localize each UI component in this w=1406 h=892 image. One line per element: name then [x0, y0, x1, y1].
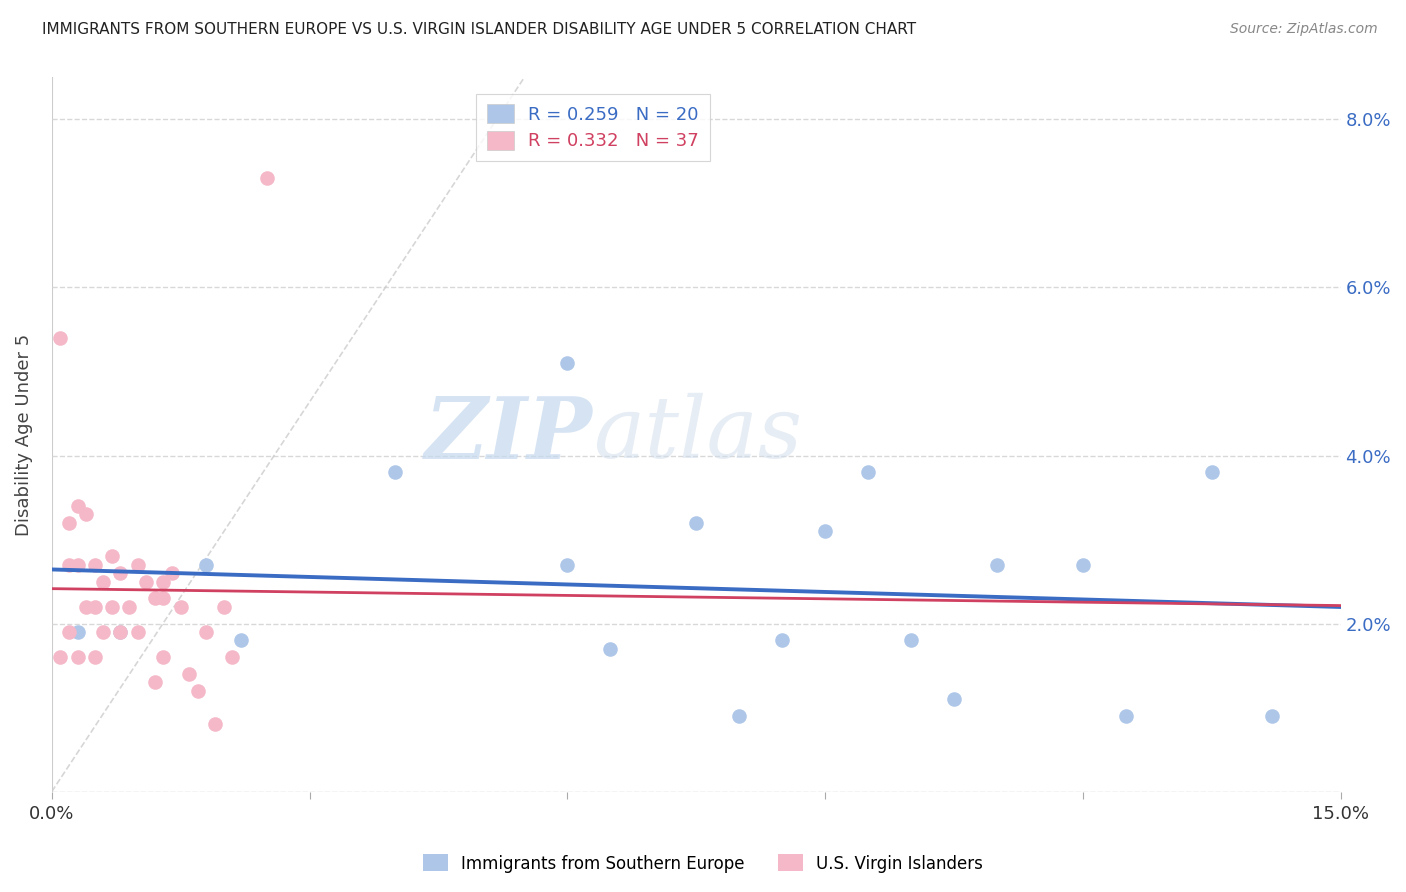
- Point: [685, 516, 707, 530]
- Point: [986, 558, 1008, 572]
- Point: [256, 171, 278, 186]
- Point: [110, 624, 132, 639]
- Point: [195, 624, 218, 639]
- Point: [135, 574, 157, 589]
- Point: [58, 558, 80, 572]
- Point: [1261, 709, 1284, 723]
- Point: [599, 641, 621, 656]
- Point: [83, 599, 105, 614]
- Point: [555, 356, 578, 370]
- Point: [91, 574, 114, 589]
- Point: [1201, 466, 1223, 480]
- Point: [75, 599, 97, 614]
- Point: [66, 558, 89, 572]
- Point: [1071, 558, 1094, 572]
- Point: [58, 516, 80, 530]
- Point: [212, 599, 235, 614]
- Point: [83, 558, 105, 572]
- Point: [384, 466, 406, 480]
- Point: [127, 558, 149, 572]
- Point: [160, 566, 183, 581]
- Text: Source: ZipAtlas.com: Source: ZipAtlas.com: [1230, 22, 1378, 37]
- Point: [66, 624, 89, 639]
- Point: [91, 624, 114, 639]
- Point: [152, 574, 174, 589]
- Point: [195, 558, 218, 572]
- Point: [127, 624, 149, 639]
- Point: [66, 499, 89, 513]
- Point: [152, 591, 174, 606]
- Legend: R = 0.259   N = 20, R = 0.332   N = 37: R = 0.259 N = 20, R = 0.332 N = 37: [477, 94, 710, 161]
- Point: [221, 650, 243, 665]
- Point: [814, 524, 837, 538]
- Point: [1115, 709, 1137, 723]
- Point: [143, 591, 166, 606]
- Point: [49, 650, 72, 665]
- Point: [856, 466, 879, 480]
- Point: [728, 709, 751, 723]
- Point: [75, 508, 97, 522]
- Point: [152, 650, 174, 665]
- Y-axis label: Disability Age Under 5: Disability Age Under 5: [15, 334, 32, 535]
- Text: ZIP: ZIP: [425, 392, 593, 476]
- Point: [66, 650, 89, 665]
- Point: [229, 633, 252, 648]
- Point: [942, 692, 965, 706]
- Text: IMMIGRANTS FROM SOUTHERN EUROPE VS U.S. VIRGIN ISLANDER DISABILITY AGE UNDER 5 C: IMMIGRANTS FROM SOUTHERN EUROPE VS U.S. …: [42, 22, 917, 37]
- Point: [118, 599, 141, 614]
- Point: [900, 633, 922, 648]
- Point: [101, 599, 124, 614]
- Point: [101, 549, 124, 564]
- Point: [58, 624, 80, 639]
- Point: [110, 624, 132, 639]
- Point: [49, 331, 72, 345]
- Point: [143, 675, 166, 690]
- Point: [169, 599, 191, 614]
- Point: [179, 667, 201, 681]
- Point: [770, 633, 793, 648]
- Point: [187, 683, 209, 698]
- Point: [110, 566, 132, 581]
- Point: [204, 717, 226, 731]
- Point: [83, 650, 105, 665]
- Point: [555, 558, 578, 572]
- Text: atlas: atlas: [593, 393, 803, 475]
- Legend: Immigrants from Southern Europe, U.S. Virgin Islanders: Immigrants from Southern Europe, U.S. Vi…: [416, 847, 990, 880]
